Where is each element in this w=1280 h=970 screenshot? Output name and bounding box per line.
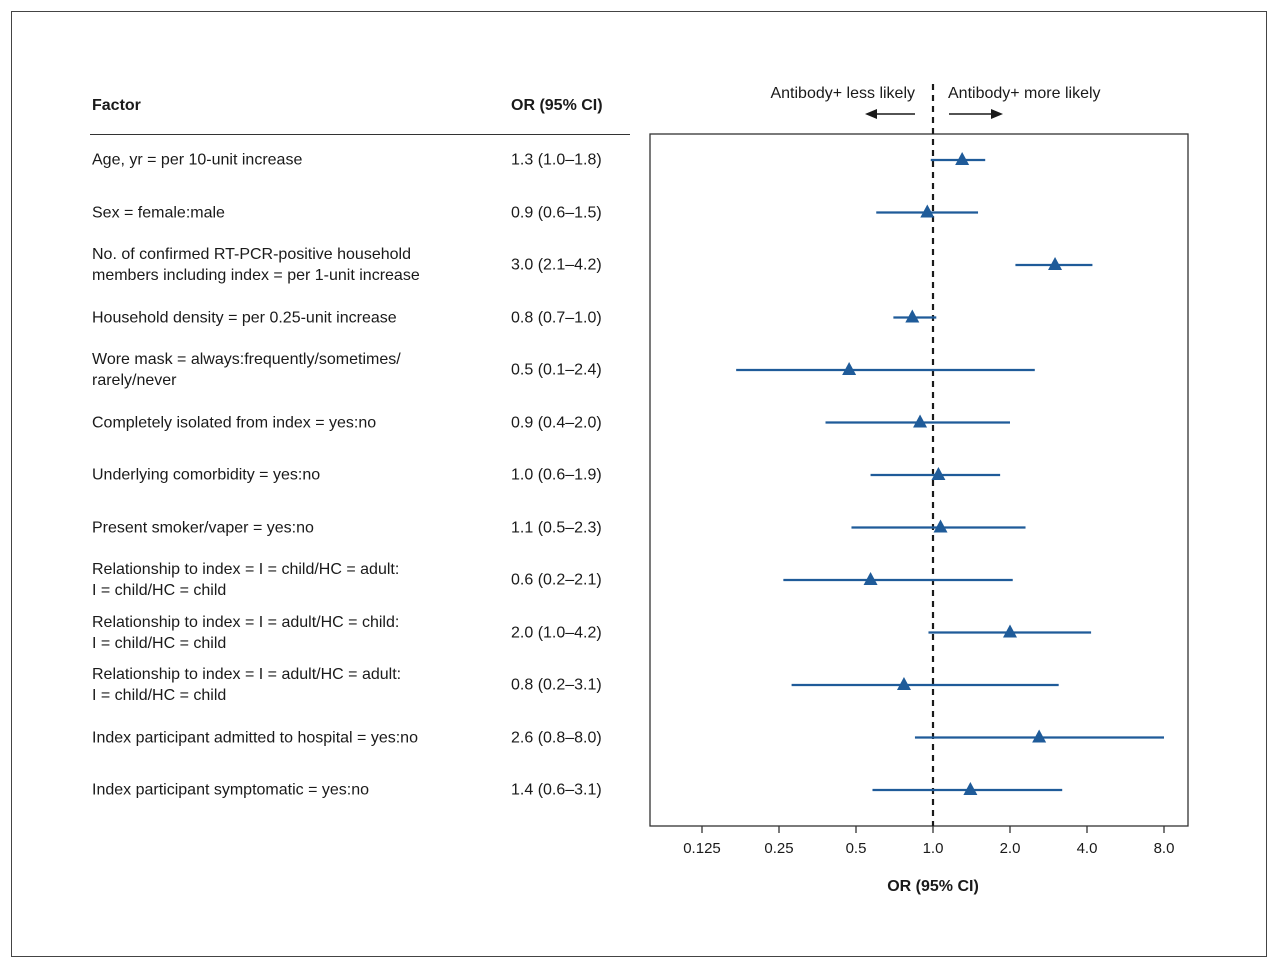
or-marker bbox=[920, 204, 935, 218]
figure-frame bbox=[11, 11, 1267, 957]
or-marker bbox=[905, 309, 920, 323]
factor-label: Index participant symptomatic = yes:no bbox=[92, 781, 370, 799]
factor-column-header: Factor bbox=[92, 97, 141, 114]
x-tick-label: 0.5 bbox=[846, 840, 867, 857]
factor-label: Age, yr = per 10-unit increase bbox=[92, 151, 303, 169]
or-marker bbox=[1003, 624, 1017, 638]
or-value: 0.9 (0.6–1.5) bbox=[511, 204, 602, 221]
or-value: 2.0 (1.0–4.2) bbox=[511, 624, 602, 641]
x-tick-label: 2.0 bbox=[1000, 840, 1021, 857]
or-value: 0.5 (0.1–2.4) bbox=[511, 361, 602, 379]
or-marker bbox=[955, 152, 970, 165]
or-marker bbox=[1048, 257, 1063, 270]
direction-label-right: Antibody+ more likely bbox=[948, 85, 1101, 102]
or-value: 1.3 (1.0–1.8) bbox=[511, 151, 602, 169]
plot-area bbox=[649, 133, 1189, 827]
factor-label: Present smoker/vaper = yes:no bbox=[92, 519, 314, 536]
factor-label: Household density = per 0.25-unit increa… bbox=[92, 309, 397, 326]
or-value: 0.9 (0.4–2.0) bbox=[511, 414, 602, 431]
or-column-header: OR (95% CI) bbox=[511, 97, 603, 114]
or-marker bbox=[896, 677, 911, 690]
x-tick-label: 1.0 bbox=[923, 840, 944, 857]
direction-label-left: Antibody+ less likely bbox=[770, 85, 915, 102]
x-tick-label: 8.0 bbox=[1154, 840, 1175, 857]
or-value: 0.6 (0.2–2.1) bbox=[511, 571, 602, 589]
factor-label: Index participant admitted to hospital =… bbox=[92, 729, 418, 746]
or-marker bbox=[931, 467, 946, 480]
x-tick-label: 0.25 bbox=[764, 840, 793, 857]
or-value: 0.8 (0.2–3.1) bbox=[511, 676, 602, 694]
factor-label: Relationship to index = I = child/HC = a… bbox=[92, 561, 400, 599]
x-axis: 0.125 0.25 0.5 1.0 2.0 4.0 8.0 bbox=[683, 826, 1174, 857]
factor-label: Relationship to index = I = adult/HC = a… bbox=[92, 666, 402, 704]
right-arrow-icon bbox=[949, 109, 1003, 119]
or-marker bbox=[933, 519, 948, 533]
x-tick-label: 0.125 bbox=[683, 840, 721, 857]
x-axis-label: OR (95% CI) bbox=[887, 878, 979, 895]
factor-label: Underlying comorbidity = yes:no bbox=[92, 466, 321, 484]
or-value: 1.4 (0.6–3.1) bbox=[511, 781, 602, 799]
or-value: 2.6 (0.8–8.0) bbox=[511, 729, 602, 746]
or-value: 1.0 (0.6–1.9) bbox=[511, 466, 602, 484]
or-value: 1.1 (0.5–2.3) bbox=[511, 519, 602, 536]
factor-label: Completely isolated from index = yes:no bbox=[92, 414, 377, 431]
or-marker bbox=[1032, 729, 1047, 743]
or-marker bbox=[842, 362, 857, 375]
factor-label: Sex = female:male bbox=[92, 204, 225, 221]
or-value: 0.8 (0.7–1.0) bbox=[511, 309, 602, 326]
estimates bbox=[736, 152, 1164, 795]
header-rule bbox=[90, 134, 630, 135]
left-arrow-icon bbox=[865, 109, 915, 119]
or-marker bbox=[913, 414, 928, 428]
or-marker bbox=[863, 572, 878, 585]
factor-label: Relationship to index = I = adult/HC = c… bbox=[92, 613, 400, 652]
or-value: 3.0 (2.1–4.2) bbox=[511, 256, 602, 274]
or-marker bbox=[963, 782, 978, 795]
x-tick-label: 4.0 bbox=[1077, 840, 1098, 857]
factor-label: Wore mask = always:frequently/sometimes/… bbox=[92, 351, 401, 389]
factor-label: No. of confirmed RT-PCR-positive househo… bbox=[92, 246, 420, 284]
